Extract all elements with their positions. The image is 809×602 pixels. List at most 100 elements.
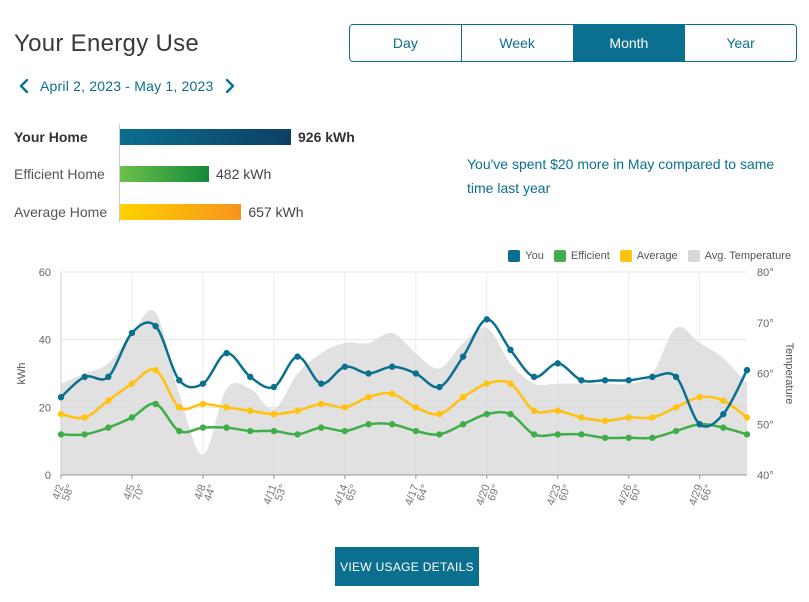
data-point-average [318, 400, 325, 408]
y-axis-title: kWh [16, 363, 28, 385]
data-point-you [720, 410, 727, 418]
data-point-average [530, 407, 538, 414]
legend-label: Average [636, 250, 678, 262]
data-point-efficient [412, 427, 420, 435]
y-tick-label: 60 [39, 267, 51, 279]
x-tick-temp: 66° [699, 483, 716, 503]
data-point-efficient [436, 431, 443, 438]
data-point-efficient [105, 424, 112, 431]
date-range-label: April 2, 2023 - May 1, 2023 [40, 78, 214, 94]
data-point-you [436, 383, 443, 391]
data-point-you [388, 363, 396, 370]
chevron-right-icon[interactable] [220, 76, 240, 96]
data-point-you [128, 329, 136, 337]
temperature-area [61, 309, 747, 475]
data-point-efficient [720, 424, 727, 431]
y2-tick-label: 80° [757, 267, 774, 279]
tab-month[interactable]: Month [573, 25, 686, 61]
x-tick-date: 4/8 [192, 483, 209, 501]
average-home-value: 657 kWh [248, 204, 304, 220]
data-point-you [554, 360, 561, 367]
data-point-you [176, 377, 183, 384]
data-point-efficient [318, 424, 325, 431]
data-point-average [199, 400, 207, 408]
data-point-average [696, 393, 703, 401]
data-point-average [436, 410, 443, 418]
legend-swatch [687, 250, 700, 262]
legend-item-you[interactable]: You [508, 250, 544, 262]
y2-tick-label: 60° [757, 369, 774, 381]
view-usage-details-button[interactable]: VIEW USAGE DETAILS [335, 547, 479, 586]
data-point-efficient [507, 410, 514, 418]
legend-item-efficient[interactable]: Efficient [553, 250, 610, 262]
data-point-efficient [530, 431, 538, 438]
data-point-efficient [672, 427, 680, 435]
chart-legend: You Efficient Average Avg. Temperature [498, 250, 791, 262]
tab-year[interactable]: Year [685, 25, 796, 61]
data-point-you [696, 421, 703, 428]
y2-tick-label: 70° [757, 318, 774, 330]
tab-day[interactable]: Day [350, 25, 462, 61]
data-point-average [128, 380, 136, 387]
x-tick-temp: 44° [202, 483, 219, 503]
legend-item-temperature[interactable]: Avg. Temperature [687, 250, 791, 262]
data-point-average [459, 393, 467, 401]
x-tick-temp: 53° [273, 483, 290, 503]
chevron-left-icon[interactable] [14, 76, 34, 96]
data-point-you [318, 380, 325, 387]
your-home-value: 926 kWh [298, 129, 355, 145]
data-point-efficient [294, 431, 301, 438]
your-home-label: Your Home [14, 129, 88, 145]
data-point-efficient [270, 427, 278, 435]
data-point-efficient [649, 434, 656, 441]
data-point-you [57, 393, 65, 401]
data-point-you [483, 316, 490, 323]
x-tick-date: 4/5 [121, 483, 138, 501]
average-home-bar [120, 204, 242, 220]
data-point-average [57, 410, 65, 418]
data-point-efficient [601, 434, 609, 441]
data-point-average [152, 366, 159, 374]
data-point-average [483, 380, 490, 387]
y2-axis-title: Temperature [783, 343, 795, 405]
data-point-average [507, 380, 514, 387]
data-point-efficient [247, 427, 254, 435]
x-tick-temp: 65° [344, 483, 361, 503]
data-point-efficient [554, 431, 561, 438]
data-point-you [223, 350, 230, 357]
data-point-you [152, 322, 159, 330]
data-point-you [365, 370, 372, 377]
data-point-you [459, 353, 467, 360]
efficient-home-label: Efficient Home [14, 166, 105, 182]
data-point-average [601, 417, 609, 425]
tab-week[interactable]: Week [461, 25, 574, 61]
efficient-home-value: 482 kWh [216, 166, 272, 182]
data-point-you [601, 377, 609, 384]
data-point-you [672, 373, 680, 381]
your-home-bar [120, 129, 291, 145]
data-point-average [341, 404, 349, 411]
data-point-average [176, 404, 183, 411]
data-point-average [720, 397, 727, 404]
data-point-efficient [743, 431, 751, 438]
legend-swatch [508, 250, 521, 262]
legend-swatch [553, 250, 566, 262]
data-point-you [294, 353, 301, 360]
data-point-average [294, 407, 301, 414]
data-point-average [625, 414, 632, 421]
data-point-you [247, 373, 254, 381]
y2-tick-label: 40° [757, 470, 774, 482]
data-point-average [672, 404, 680, 411]
data-point-you [530, 373, 538, 381]
data-point-efficient [341, 427, 349, 435]
x-tick-temp: 69° [486, 483, 503, 503]
data-point-efficient [57, 431, 65, 438]
efficient-home-bar [120, 166, 209, 182]
data-point-efficient [625, 434, 632, 441]
data-point-you [199, 380, 207, 387]
legend-item-average[interactable]: Average [619, 250, 678, 262]
data-point-efficient [578, 431, 585, 438]
data-point-average [81, 414, 88, 421]
y-tick-label: 0 [45, 470, 51, 482]
